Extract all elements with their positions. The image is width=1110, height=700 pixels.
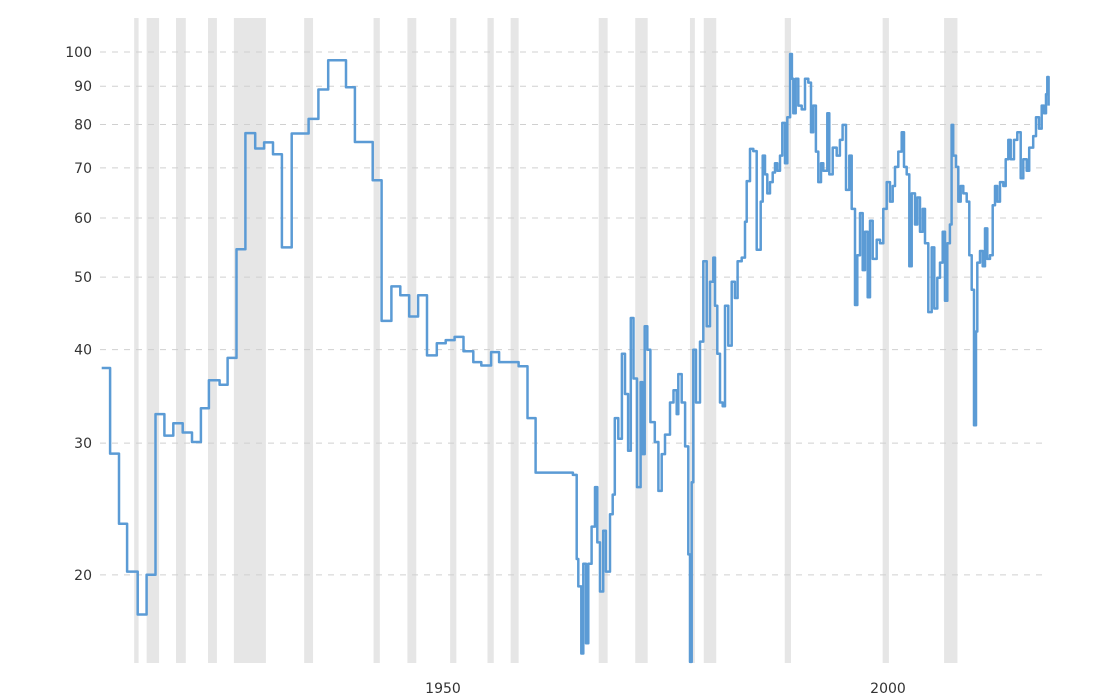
shaded-band xyxy=(784,18,791,663)
x-axis-tick-labels: 1950 2000 xyxy=(425,681,906,697)
shaded-band xyxy=(233,18,266,663)
shaded-band xyxy=(373,18,380,663)
y-tick-label: 40 xyxy=(74,343,92,359)
series-line xyxy=(101,52,1050,664)
shaded-band xyxy=(598,18,608,663)
shaded-band xyxy=(146,18,160,663)
y-tick-label: 90 xyxy=(74,79,92,95)
shaded-band xyxy=(944,18,958,663)
y-tick-label: 70 xyxy=(74,161,92,177)
shaded-band xyxy=(689,18,695,663)
shaded-band xyxy=(208,18,217,663)
y-tick-label: 30 xyxy=(74,436,92,452)
y-tick-label: 100 xyxy=(65,45,92,61)
y-tick-label: 80 xyxy=(74,117,92,133)
series-lines xyxy=(101,52,1050,664)
y-tick-label: 20 xyxy=(74,568,92,584)
shaded-band xyxy=(304,18,314,663)
y-tick-label: 50 xyxy=(74,270,92,286)
shaded-band xyxy=(635,18,648,663)
x-tick-label: 2000 xyxy=(870,681,906,697)
shaded-band xyxy=(134,18,139,663)
shaded-band xyxy=(882,18,889,663)
shaded-bands xyxy=(134,18,958,663)
x-tick-label: 1950 xyxy=(425,681,461,697)
shaded-band xyxy=(176,18,186,663)
shaded-band xyxy=(407,18,417,663)
shaded-band xyxy=(510,18,519,663)
shaded-band xyxy=(487,18,494,663)
gridlines xyxy=(100,51,1045,576)
y-tick-label: 60 xyxy=(74,211,92,227)
y-axis-tick-labels: 20 30 40 50 60 70 80 90 100 xyxy=(65,45,92,584)
shaded-band xyxy=(703,18,717,663)
